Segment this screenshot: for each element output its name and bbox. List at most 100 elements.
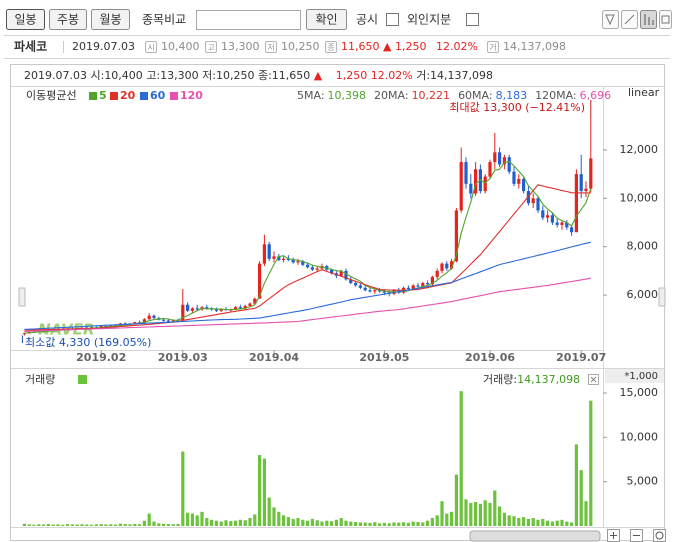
volume-bar xyxy=(565,521,569,526)
icon-glyph xyxy=(605,14,615,26)
candle-body xyxy=(411,285,415,290)
volume-bar xyxy=(118,523,122,526)
volume-summary-value: 14,137,098 xyxy=(517,373,580,386)
quote-value: 13,300 xyxy=(221,40,260,53)
volume-bar xyxy=(291,518,295,526)
volume-bar xyxy=(459,391,463,526)
volume-bar xyxy=(61,524,65,526)
info-value: 10,250 xyxy=(216,69,255,82)
volume-bar xyxy=(210,519,214,526)
volume-bar xyxy=(147,513,151,526)
volume-bar xyxy=(507,515,511,526)
x-tick-label: 2019.04 xyxy=(249,351,299,364)
volume-bar xyxy=(411,521,415,526)
foreign-label: 외인지분 xyxy=(407,13,451,27)
candle-body xyxy=(286,258,290,261)
volume-bar xyxy=(282,515,286,526)
volume-bar xyxy=(310,518,314,526)
candle-body xyxy=(243,305,247,309)
confirm-button[interactable] xyxy=(306,9,347,30)
candle-body xyxy=(464,162,468,184)
disclosure-label: 공시 xyxy=(356,13,378,27)
scrollbar[interactable] xyxy=(469,530,601,542)
candle-body xyxy=(416,285,420,287)
week-label[interactable]: 주봉 xyxy=(57,13,79,27)
x-tick-label: 2019.02 xyxy=(76,351,126,364)
unit-box xyxy=(605,369,664,383)
candle-body xyxy=(536,198,540,211)
candle-body xyxy=(195,308,199,310)
ma-legend-label: 120 xyxy=(180,89,203,102)
volume-bar xyxy=(493,490,497,526)
reset[interactable] xyxy=(653,529,666,542)
candle-body xyxy=(190,308,194,311)
volume-legend-swatch xyxy=(78,375,87,384)
candle-body xyxy=(440,263,444,271)
candle-body xyxy=(555,222,559,225)
volume-bar xyxy=(109,524,113,526)
volume-bar xyxy=(531,518,535,526)
tool-icon[interactable] xyxy=(659,10,672,29)
foreign-checkbox[interactable] xyxy=(466,13,479,26)
volume-bar xyxy=(229,521,233,526)
y-tick-label: 12,000 xyxy=(620,143,659,156)
quote-icon xyxy=(325,41,337,53)
candle-body xyxy=(474,169,478,194)
volume-bar xyxy=(219,521,223,526)
ma-legend-swatch xyxy=(140,92,148,100)
candle-body xyxy=(406,287,410,290)
volume-bar xyxy=(56,524,60,526)
candle-body xyxy=(22,333,26,335)
ma-line xyxy=(24,277,591,332)
quote-icon xyxy=(145,41,157,53)
day-label[interactable]: 일봉 xyxy=(14,13,36,27)
candle-body xyxy=(522,178,526,192)
y-tick-label: 8,000 xyxy=(627,240,659,253)
volume-bar xyxy=(243,520,247,526)
info-label: 종: xyxy=(258,69,272,82)
volume-bar xyxy=(272,507,276,526)
volume-bar xyxy=(382,522,386,526)
month-button[interactable] xyxy=(91,9,130,30)
candle-body xyxy=(517,178,521,184)
quote-icon-label: 저 xyxy=(267,43,274,52)
left-handle[interactable] xyxy=(18,287,26,307)
day-button[interactable] xyxy=(6,9,45,30)
ma-summary-label: 60MA: xyxy=(458,89,493,102)
volume-bar xyxy=(138,524,142,526)
ma-legend-label: 60 xyxy=(150,89,166,102)
candle-body xyxy=(550,215,554,223)
candle-body xyxy=(512,171,516,184)
info-value: 13,300 xyxy=(160,69,199,82)
volume-bar xyxy=(589,400,593,526)
candle-body xyxy=(560,222,564,225)
disclosure-checkbox[interactable] xyxy=(386,13,399,26)
compare-input[interactable] xyxy=(196,10,301,30)
volume-bar xyxy=(200,511,204,526)
week-button[interactable] xyxy=(49,9,87,30)
volume-bar xyxy=(330,521,334,526)
volume-bar xyxy=(205,518,209,526)
volume-bar xyxy=(445,513,449,526)
confirm-label[interactable]: 확인 xyxy=(315,13,337,27)
tool-icon[interactable] xyxy=(602,10,619,29)
quote-icon xyxy=(487,41,499,53)
y-tick-label: 5,000 xyxy=(627,475,659,488)
candle-body xyxy=(373,290,377,292)
month-label[interactable]: 월봉 xyxy=(99,13,121,27)
volume-bar xyxy=(325,520,329,526)
volume-bar xyxy=(46,524,50,526)
volume-bar xyxy=(320,521,324,526)
volume-bar xyxy=(27,524,31,526)
ma-summary-value: 10,221 xyxy=(412,89,451,102)
volume-bar xyxy=(421,522,425,526)
volume-bar xyxy=(560,519,564,526)
volume-bar xyxy=(142,520,146,526)
candle-body xyxy=(459,162,463,211)
volume-bar xyxy=(90,524,94,526)
right-handle[interactable] xyxy=(658,287,666,307)
candle-body xyxy=(469,183,473,194)
volume-bar xyxy=(502,512,506,526)
candle-body xyxy=(435,270,439,277)
x-tick-label: 2019.07 xyxy=(556,351,606,364)
